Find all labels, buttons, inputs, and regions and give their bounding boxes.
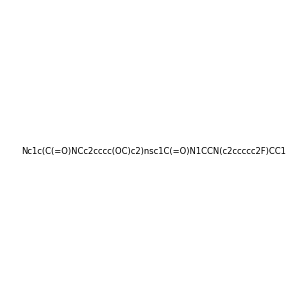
Text: Nc1c(C(=O)NCc2cccc(OC)c2)nsc1C(=O)N1CCN(c2ccccc2F)CC1: Nc1c(C(=O)NCc2cccc(OC)c2)nsc1C(=O)N1CCN(… <box>21 147 286 156</box>
